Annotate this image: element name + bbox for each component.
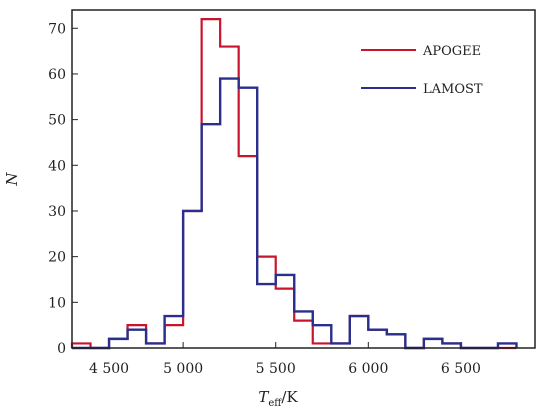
x-tick-label: 5 500 <box>256 361 296 377</box>
y-tick-label: 0 <box>57 341 66 357</box>
y-tick-label: 60 <box>48 67 66 83</box>
x-axis-label-sub: eff <box>268 398 282 409</box>
x-axis-label: Teff/K <box>258 388 298 409</box>
series-lamost-histogram <box>72 77 518 350</box>
x-tick-label: 4 500 <box>89 361 129 377</box>
y-axis-label: N <box>3 172 21 187</box>
tick-labels: 0 10 20 30 40 50 60 70 4 500 5 000 5 500 6 000 6 500 <box>48 21 481 377</box>
histogram-series <box>70 18 518 350</box>
axis-ticks <box>72 27 462 349</box>
legend-label-lamost: LAMOST <box>423 82 483 97</box>
legend-label-apogee: APOGEE <box>422 44 481 59</box>
x-axis-label-main: T <box>258 388 269 406</box>
y-tick-label: 50 <box>48 113 66 129</box>
y-tick-label: 20 <box>48 250 66 266</box>
y-tick-label: 70 <box>48 21 66 37</box>
x-tick-label: 5 000 <box>163 361 203 377</box>
y-tick-label: 30 <box>48 204 66 220</box>
x-tick-label: 6 500 <box>441 361 481 377</box>
y-tick-label: 10 <box>48 295 66 311</box>
legend: APOGEE LAMOST <box>361 44 483 97</box>
x-axis-label-unit: /K <box>281 388 298 406</box>
y-tick-label: 40 <box>48 158 66 174</box>
plot-frame <box>71 9 536 349</box>
x-tick-label: 6 000 <box>348 361 388 377</box>
